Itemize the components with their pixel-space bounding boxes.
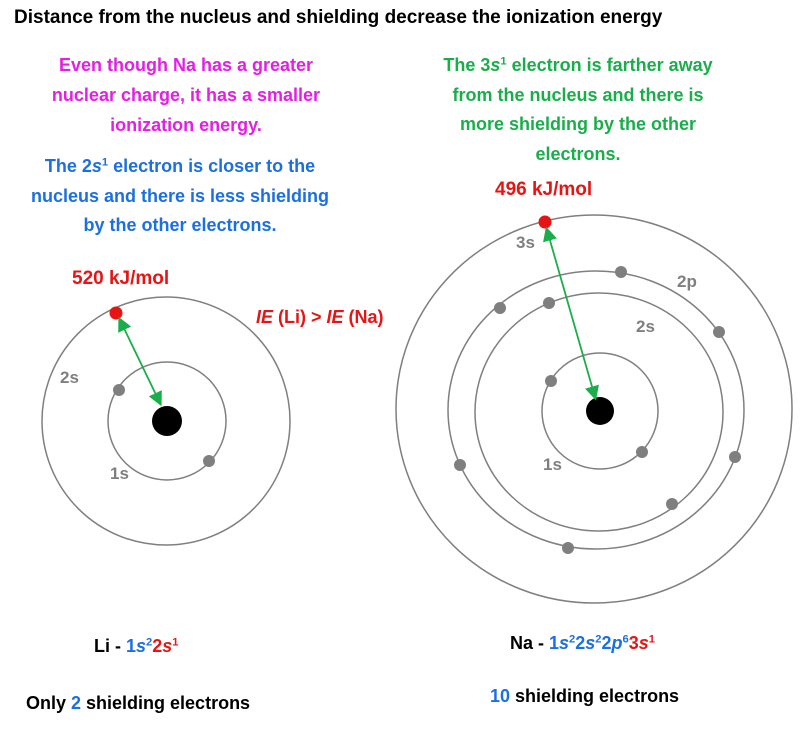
- na-electron: [543, 297, 555, 309]
- li-shielding-count: Only 2 shielding electrons: [26, 693, 251, 713]
- li-distance-arrow: [118, 316, 162, 407]
- li-valence-electron: [109, 306, 123, 320]
- na-electron: [713, 326, 725, 338]
- na-electron: [666, 498, 678, 510]
- na-electron: [636, 446, 648, 458]
- na-valence-electron: [538, 215, 552, 229]
- na-label-1s: 1s: [543, 455, 562, 474]
- na-label-2s: 2s: [636, 317, 655, 336]
- li-label-1s: 1s: [110, 464, 129, 483]
- li-electron-1s: [203, 455, 215, 467]
- li-reason-line: nucleus and there is less shielding: [30, 186, 330, 206]
- li-electron-configuration: Li - 1s22s1: [94, 636, 179, 656]
- note-line: Even though Na has a greater: [58, 55, 314, 75]
- li-shell-1s: [107, 361, 227, 481]
- ie-comparison: IE (Li) > IE (Na): [256, 307, 384, 327]
- na-electron: [615, 266, 627, 278]
- li-atom: [41, 296, 291, 546]
- na-reason-line: The 3s1 electron is farther away: [443, 55, 713, 75]
- na-shell-2s: [474, 292, 724, 532]
- na-electron: [562, 542, 574, 554]
- na-ionization-energy: 496 kJ/mol: [495, 179, 593, 200]
- na-nucleus: [586, 397, 614, 425]
- li-label-2s: 2s: [60, 368, 79, 387]
- na-electron-configuration: Na - 1s22s22p63s1: [510, 633, 655, 653]
- na-label-2p: 2p: [677, 272, 697, 291]
- note-line: nuclear charge, it has a smaller: [51, 85, 321, 105]
- note-line: ionization energy.: [110, 115, 262, 135]
- li-reason-line: by the other electrons.: [83, 215, 277, 235]
- na-shell-1s: [541, 352, 659, 470]
- na-electron: [454, 459, 466, 471]
- li-ionization-energy: 520 kJ/mol: [72, 268, 170, 289]
- na-shell-3s: [395, 214, 793, 604]
- na-reason-line: from the nucleus and there is: [452, 85, 704, 105]
- li-reason-line: The 2s1 electron is closer to the: [44, 156, 316, 176]
- na-reason-line: electrons.: [535, 144, 621, 164]
- na-label-3s: 3s: [516, 233, 535, 252]
- li-electron-1s: [113, 384, 125, 396]
- na-shielding-count: 10 shielding electrons: [490, 686, 680, 706]
- li-shell-2s: [41, 296, 291, 546]
- na-reason-line: more shielding by the other: [459, 114, 697, 134]
- na-electron: [545, 375, 557, 387]
- na-distance-arrow: [543, 226, 599, 401]
- na-electron: [494, 302, 506, 314]
- li-nucleus: [152, 406, 182, 436]
- page-title: Distance from the nucleus and shielding …: [14, 7, 663, 28]
- na-electron: [729, 451, 741, 463]
